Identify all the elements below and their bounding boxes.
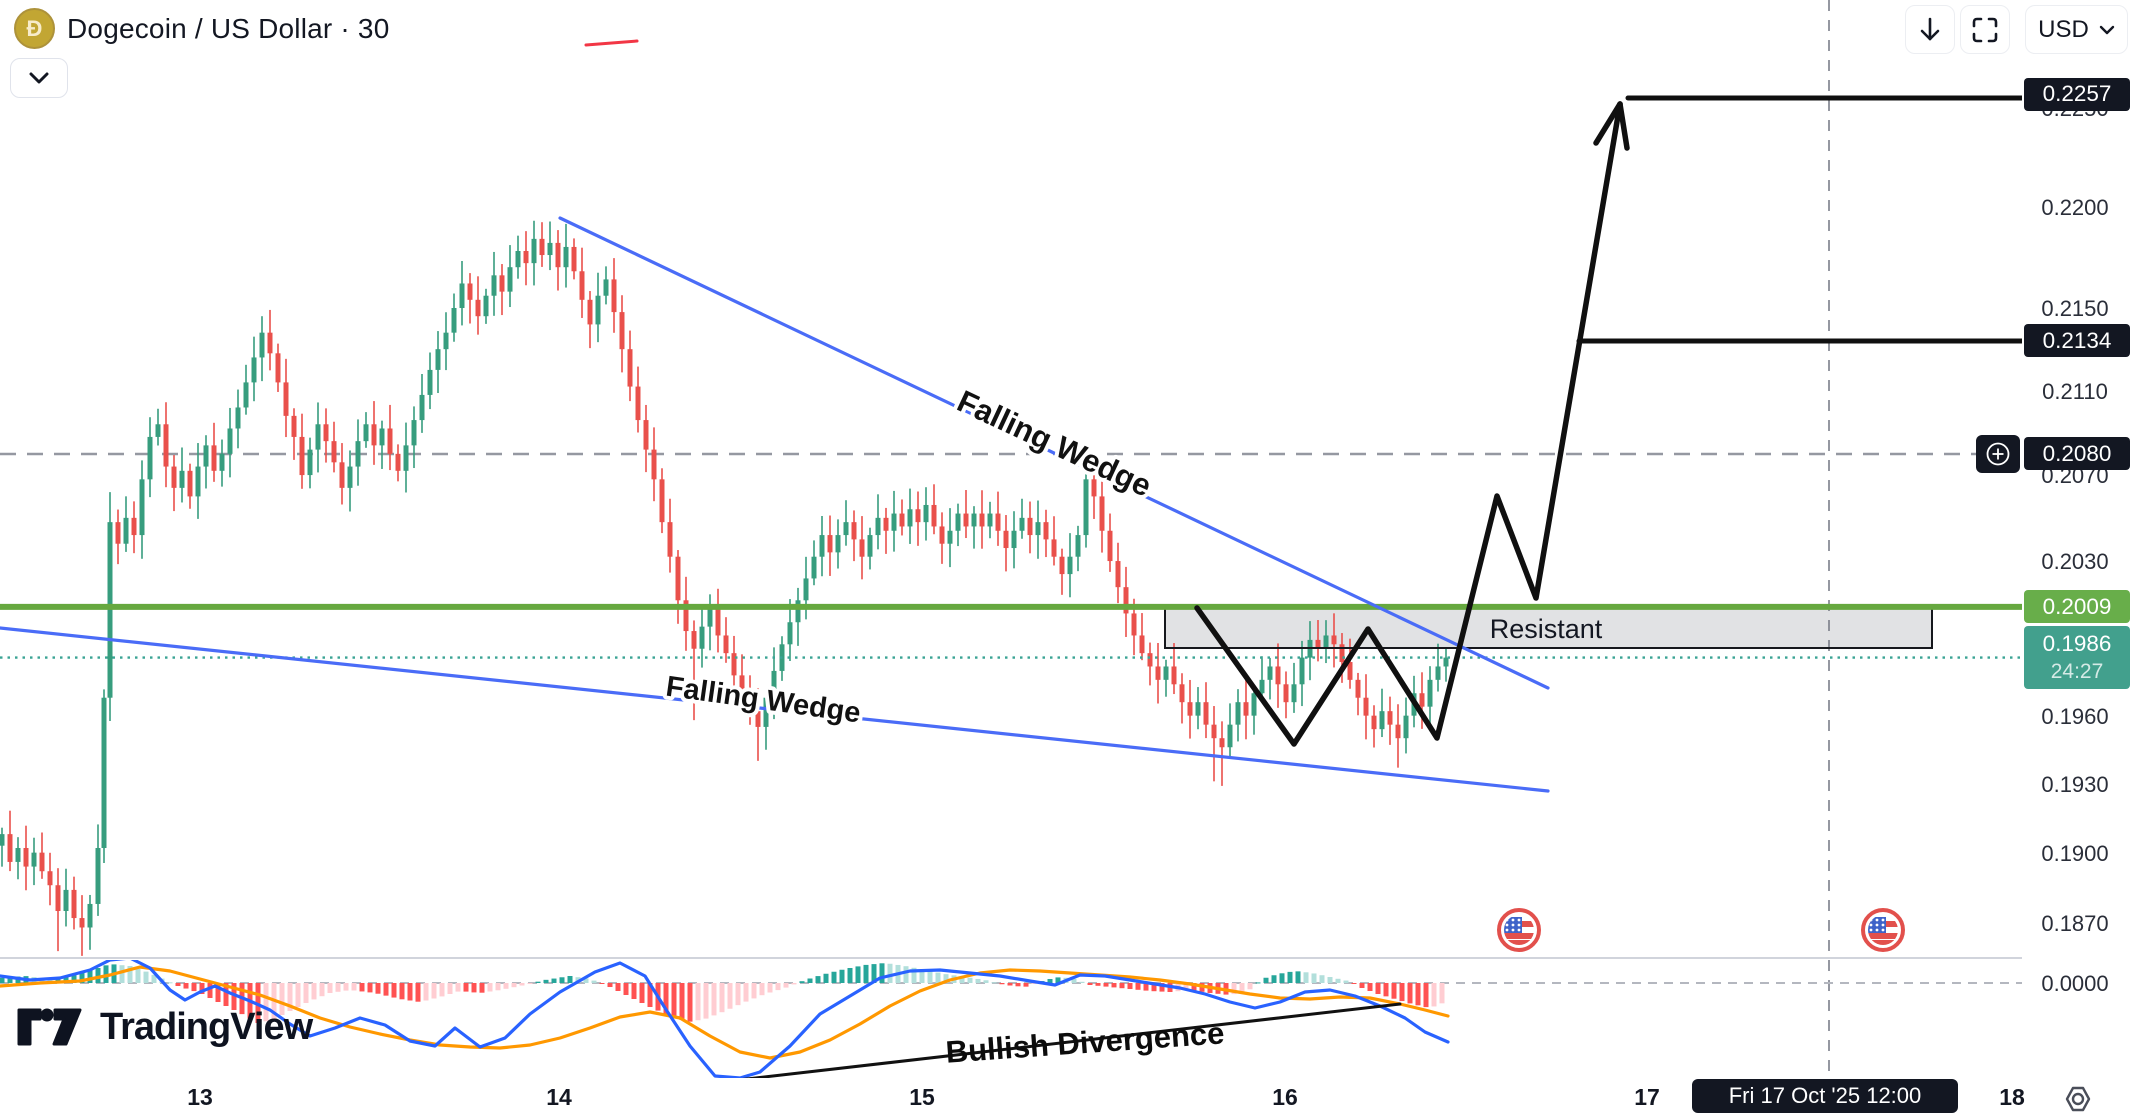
falling-wedge-lower-trendline: [0, 626, 1550, 793]
time-tick-label-16: 16: [1272, 1084, 1298, 1110]
wedge-label-lower: Falling Wedge: [664, 671, 863, 730]
macd-indicator: [0, 960, 1450, 1078]
price-axis[interactable]: 0.18700.19000.19300.19600.19900.20300.20…: [1976, 0, 2136, 1078]
settings-hexagon-icon: [2065, 1086, 2091, 1112]
red-artifact-mark: [584, 39, 639, 47]
last-price-value: 0.1986: [2042, 631, 2112, 657]
price-label-last-price[interactable]: 0.1986 24:27: [2024, 626, 2130, 690]
macd-main-line: [0, 960, 1450, 1078]
crosshair-date-badge: Fri 17 Oct '25 12:00: [1692, 1079, 1958, 1113]
wedge-label-upper: Falling Wedge: [952, 383, 1157, 503]
macd-signal-line: [0, 965, 1450, 1060]
download-arrow-icon: [1920, 17, 1940, 40]
price-label-alert-level[interactable]: 0.2080: [2024, 437, 2130, 471]
collapse-legend-button[interactable]: [10, 58, 68, 98]
price-tick-label: 0.1930: [2041, 771, 2109, 797]
projection-zigzag-arrow: [1194, 101, 1623, 747]
price-label-target-mid: 0.2134: [2024, 324, 2130, 358]
bullish-divergence-label: Bullish Divergence: [945, 1015, 1226, 1069]
us-flag-economic-event[interactable]: [1497, 908, 1541, 952]
falling-wedge-upper-trendline: [558, 216, 1550, 690]
indicator-zero-tick-label: 0.0000: [2041, 971, 2109, 996]
candles: [0, 220, 1449, 956]
add-alert-plus-icon[interactable]: [1976, 434, 2020, 473]
time-tick-label-18: 18: [1999, 1084, 2025, 1110]
dogecoin-logo-icon: Ð: [14, 8, 55, 49]
price-tick-label: 0.1870: [2041, 910, 2109, 936]
us-flag-economic-event[interactable]: [1861, 908, 1905, 952]
chevron-down-icon: [2099, 25, 2115, 34]
currency-label: USD: [2038, 15, 2089, 43]
price-tick-label: 0.2200: [2041, 194, 2109, 220]
price-tick-label: 0.2030: [2041, 549, 2109, 575]
symbol-header: Ð Dogecoin / US Dollar · 30: [14, 8, 389, 49]
symbol-title[interactable]: Dogecoin / US Dollar · 30: [67, 12, 390, 44]
price-tick-label: 0.2110: [2042, 378, 2108, 404]
price-tick-label: 0.2150: [2041, 296, 2109, 321]
price-tick-label: 0.1900: [2041, 840, 2109, 866]
price-label-resistance-line: 0.2009: [2024, 590, 2130, 624]
time-tick-label-14: 14: [546, 1084, 572, 1110]
download-button[interactable]: [1905, 5, 1955, 54]
tradingview-mark-icon: [17, 1008, 82, 1046]
time-tick-label-15: 15: [909, 1084, 935, 1110]
bullish-divergence-trendline: [684, 1002, 1402, 1088]
time-tick-label-13: 13: [187, 1084, 213, 1110]
axis-settings-button[interactable]: [2060, 1082, 2096, 1116]
tradingview-logo-text: TradingView: [100, 1005, 313, 1048]
time-axis[interactable]: Fri 17 Oct '25 12:00 13 14 15 16 17 18: [0, 1078, 2136, 1120]
price-tick-label: 0.1960: [2041, 703, 2109, 729]
currency-dropdown[interactable]: USD: [2025, 5, 2128, 54]
resistance-zone-box: [1165, 608, 1932, 648]
fullscreen-icon: [1972, 17, 1998, 42]
time-tick-label-17: 17: [1634, 1084, 1660, 1110]
resistance-box-label: Resistant: [1490, 614, 1603, 644]
tradingview-logo[interactable]: TradingView: [16, 1004, 313, 1050]
bar-countdown: 24:27: [2050, 659, 2104, 683]
price-label-target-high: 0.2257: [2024, 77, 2130, 111]
chevron-down-icon: [29, 72, 49, 84]
fullscreen-button[interactable]: [1960, 5, 2010, 54]
